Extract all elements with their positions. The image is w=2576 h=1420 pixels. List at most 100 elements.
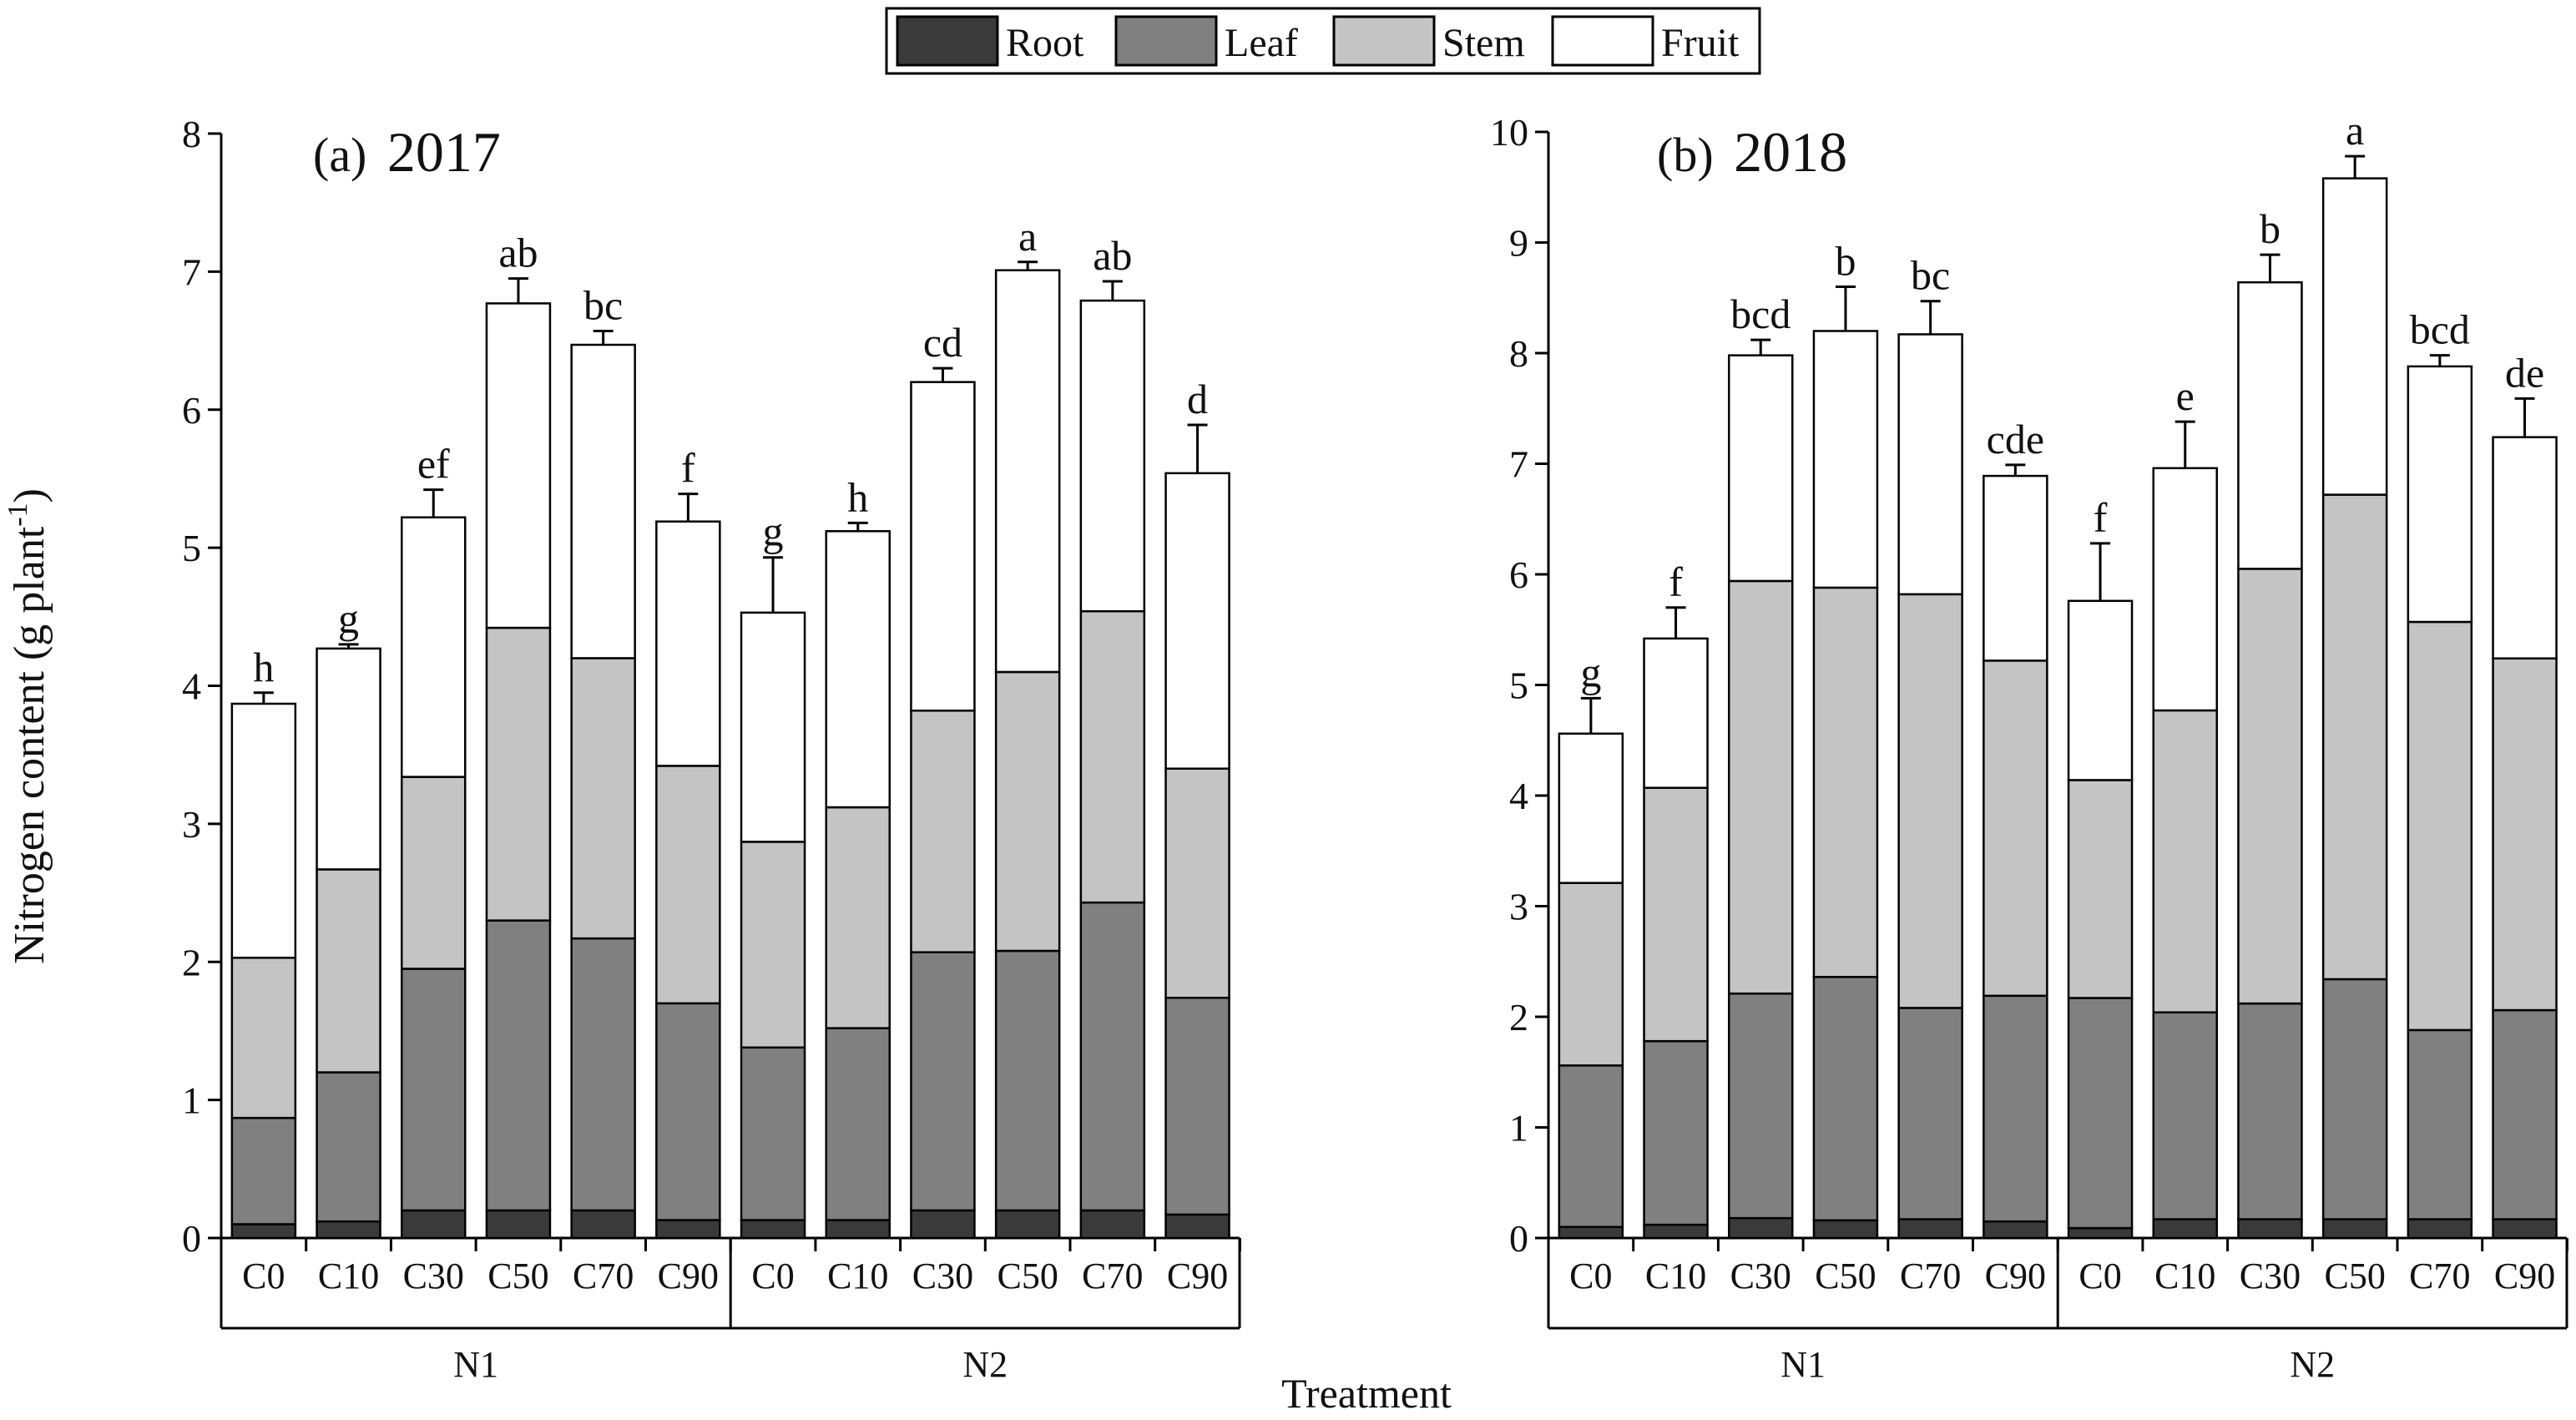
p2-bar-fruit xyxy=(2407,365,2473,624)
p2-sig-letter: bcd xyxy=(2410,306,2470,353)
p2-sig-letter: e xyxy=(2176,372,2195,419)
p1-category-label: C90 xyxy=(658,1256,719,1296)
p1-bar-fruit xyxy=(825,530,891,809)
p1-bar-root xyxy=(1079,1209,1146,1240)
p1-bar-stem xyxy=(316,868,381,1074)
p1-bar-fruit xyxy=(655,520,721,767)
p2-group-label-n1: N1 xyxy=(1780,1344,1826,1385)
p2-bar-leaf xyxy=(1728,992,1794,1220)
p1-y-tick-label: 6 xyxy=(182,389,201,432)
p1-sig-letter: g xyxy=(338,595,359,642)
p2-sig-letter: g xyxy=(1580,649,1601,695)
p1-bar-stem xyxy=(740,841,806,1049)
legend-label-stem: Stem xyxy=(1442,21,1525,65)
p1-bar-root xyxy=(230,1223,297,1240)
p2-y-tick-label: 10 xyxy=(1490,111,1528,154)
p2-bar-stem xyxy=(2067,779,2134,999)
p2-category-label: C70 xyxy=(2409,1256,2470,1296)
p2-y-tick-label: 7 xyxy=(1509,443,1528,486)
p1-bar-root xyxy=(570,1209,636,1240)
p1-bar-stem xyxy=(1079,609,1146,904)
p2-bar-leaf xyxy=(2067,997,2134,1230)
p2-sig-letter: b xyxy=(1835,238,1856,285)
p2-group-label-n2: N2 xyxy=(2290,1344,2335,1385)
p2-sig-letter: bc xyxy=(1911,252,1950,299)
p2-sig-letter: b xyxy=(2260,205,2281,252)
p2-bar-leaf xyxy=(1558,1064,1624,1229)
p1-bar-root xyxy=(994,1209,1061,1240)
p2-bar-root xyxy=(1897,1218,1963,1240)
p1-category-label: C70 xyxy=(573,1256,634,1296)
p2-bar-fruit xyxy=(2492,436,2558,659)
legend-label-fruit: Fruit xyxy=(1661,21,1740,65)
p2-y-tick-label: 6 xyxy=(1509,553,1528,596)
p1-category-label: C10 xyxy=(827,1256,888,1296)
p1-category-label: C90 xyxy=(1167,1256,1228,1296)
p1-bar-leaf xyxy=(1164,996,1230,1216)
p2-category-label: C50 xyxy=(1815,1256,1876,1296)
legend-label-leaf: Leaf xyxy=(1225,21,1298,65)
p1-category-label: C50 xyxy=(487,1256,548,1296)
p1-y-tick-label: 2 xyxy=(182,941,201,983)
p1-sig-letter: a xyxy=(1018,213,1037,260)
p2-bar-root xyxy=(2321,1218,2388,1240)
p2-sig-letter: cde xyxy=(1987,416,2044,462)
p1-bar-root xyxy=(485,1209,552,1240)
p2-bar-stem xyxy=(1897,593,1963,1009)
p2-y-tick-label: 9 xyxy=(1509,222,1528,265)
p1-bar-fruit xyxy=(740,611,806,843)
p1-bar-leaf xyxy=(910,951,976,1212)
p2-bar-fruit xyxy=(1643,637,1709,789)
p2-bar-leaf xyxy=(1812,976,1879,1222)
p2-y-tick-label: 4 xyxy=(1509,775,1528,817)
p1-y-tick-label: 4 xyxy=(182,665,201,708)
p2-bar-fruit xyxy=(2321,177,2388,496)
legend-swatch-fruit xyxy=(1551,15,1654,67)
p1-category-label: C0 xyxy=(751,1256,794,1296)
p2-bar-fruit xyxy=(1558,732,1624,884)
p1-bar-leaf xyxy=(825,1027,891,1221)
p2-bar-root xyxy=(2067,1226,2134,1240)
p2-sig-letter: de xyxy=(2505,349,2544,396)
p2-sig-letter: f xyxy=(1669,558,1683,605)
p2-bar-root xyxy=(2407,1218,2473,1240)
p2-category-label: C0 xyxy=(1569,1256,1612,1296)
p1-bar-leaf xyxy=(570,937,636,1212)
p1-bar-root xyxy=(910,1209,976,1240)
p1-bar-stem xyxy=(655,765,721,1005)
p2-bar-fruit xyxy=(1728,354,1794,583)
p1-sig-letter: d xyxy=(1187,376,1208,422)
p2-bar-stem xyxy=(2152,709,2218,1013)
p2-bar-root xyxy=(1812,1219,1879,1240)
legend-swatch-stem xyxy=(1332,15,1436,67)
p1-sig-letter: ab xyxy=(498,230,538,276)
p2-bar-stem xyxy=(1558,882,1624,1067)
p1-bar-leaf xyxy=(655,1002,721,1221)
legend: Root Leaf Stem Fruit xyxy=(885,7,1761,75)
p2-bar-stem xyxy=(1728,579,1794,995)
p1-bar-stem xyxy=(230,957,297,1119)
p1-group-label-n1: N1 xyxy=(453,1344,498,1385)
p2-bar-stem xyxy=(1983,659,2048,998)
p1-bar-fruit xyxy=(316,647,381,871)
p1-bar-stem xyxy=(570,657,636,940)
p1-bar-stem xyxy=(485,626,552,922)
p2-bar-root xyxy=(1558,1225,1624,1240)
p1-bar-leaf xyxy=(994,949,1061,1212)
p1-bar-fruit xyxy=(570,343,636,659)
p2-sig-letter: bcd xyxy=(1730,291,1791,337)
panel-a-title: (a) 2017 xyxy=(313,120,501,184)
p1-bar-stem xyxy=(401,776,467,970)
p1-y-tick-label: 1 xyxy=(182,1079,201,1122)
p2-category-label: C90 xyxy=(2494,1256,2555,1296)
p1-sig-letter: h xyxy=(253,644,274,690)
p2-sig-letter: a xyxy=(2346,107,2364,154)
p1-category-label: C50 xyxy=(997,1256,1058,1296)
p1-bar-fruit xyxy=(1079,299,1146,613)
p1-bar-root xyxy=(655,1219,721,1240)
p2-bar-root xyxy=(1983,1220,2048,1240)
p2-bar-fruit xyxy=(2152,467,2218,712)
p2-bar-leaf xyxy=(2152,1011,2218,1220)
p2-category-label: C30 xyxy=(1730,1256,1791,1296)
